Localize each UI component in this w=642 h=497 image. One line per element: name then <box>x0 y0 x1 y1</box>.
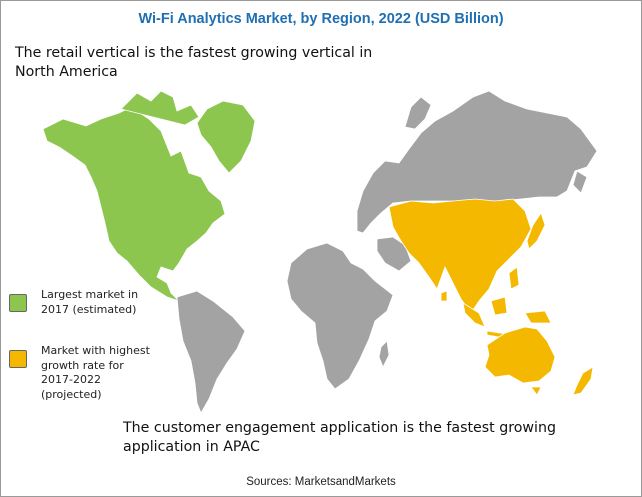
legend-label-largest-market: Largest market in 2017 (estimated) <box>41 288 139 316</box>
scandinavia <box>404 96 432 130</box>
new-guinea <box>524 310 552 324</box>
tasmania <box>530 386 542 396</box>
source-credit: Sources: MarketsandMarkets <box>246 476 396 488</box>
asia-pacific-region <box>388 198 594 396</box>
legend-label-highest-growth: Market with highest growth rate for 2017… <box>41 344 150 401</box>
kamchatka <box>572 170 588 194</box>
asia-mainland <box>388 198 532 314</box>
canadian-arctic-islands <box>120 90 200 126</box>
north-america-note: The retail vertical is the fastest growi… <box>15 45 373 80</box>
philippines <box>508 266 520 290</box>
legend-swatch-green <box>9 294 27 312</box>
australia <box>484 326 556 384</box>
sri-lanka <box>440 290 448 302</box>
new-zealand <box>572 366 594 396</box>
greenland <box>196 100 256 174</box>
north-america-region <box>42 90 256 302</box>
borneo <box>490 296 508 316</box>
indonesia-sumatra <box>462 302 486 328</box>
south-america <box>176 290 246 414</box>
middle-east <box>376 236 412 272</box>
legend-largest-market: Largest market in 2017 (estimated) <box>9 288 156 317</box>
legend-swatch-yellow <box>9 350 27 368</box>
north-america-mainland <box>42 106 226 302</box>
europe-russia <box>356 90 598 234</box>
legend-highest-growth: Market with highest growth rate for 2017… <box>9 344 156 402</box>
apac-note: The customer engagement application is t… <box>123 420 556 455</box>
japan <box>526 212 546 250</box>
madagascar <box>378 340 390 368</box>
africa <box>286 242 394 390</box>
chart-title: Wi-Fi Analytics Market, by Region, 2022 … <box>138 11 504 27</box>
